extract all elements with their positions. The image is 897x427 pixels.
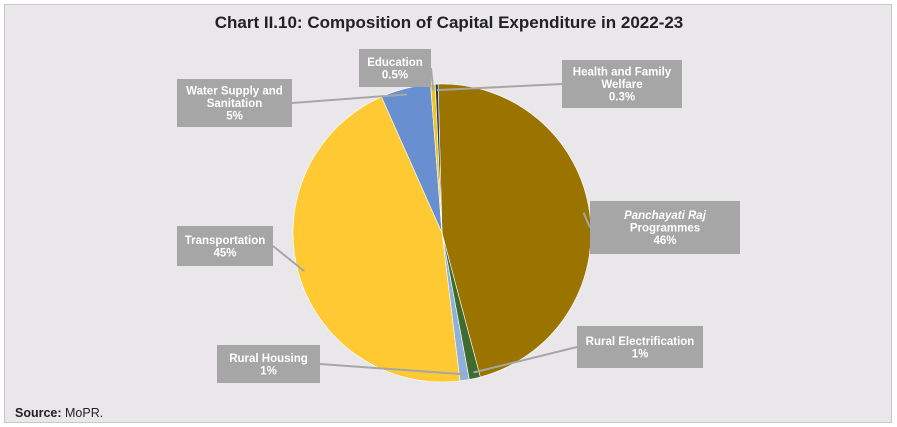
slice-value-label: 0.3% — [609, 92, 635, 104]
label-box-health-family-welfare — [562, 60, 682, 108]
slice-category-label: Welfare — [601, 79, 642, 91]
slice-value-label: 45% — [213, 247, 236, 259]
leader-line-transportation — [272, 245, 305, 272]
slice-transportation — [292, 96, 461, 383]
slice-health-family-welfare — [434, 83, 443, 234]
slice-category-label: Sanitation — [207, 98, 263, 110]
slice-value-label: 0.5% — [382, 69, 408, 81]
slice-category-label: Programmes — [630, 223, 700, 235]
label-box-water-supply — [177, 79, 292, 127]
slice-category-label: Health and Family — [573, 67, 672, 79]
leader-line-rural-electrification — [473, 346, 578, 374]
label-box-rural-housing — [217, 345, 320, 383]
leader-line-water-supply — [291, 93, 408, 104]
slice-category-label: Rural Electrification — [586, 336, 695, 348]
slice-panchayati-raj — [437, 83, 592, 378]
label-box-rural-electrification — [577, 326, 703, 368]
source-text: MoPR. — [61, 406, 104, 420]
chart-title: Chart II.10: Composition of Capital Expe… — [214, 13, 684, 32]
slice-category-label: Rural Housing — [229, 353, 308, 365]
slice-category-label: Water Supply and — [186, 86, 283, 98]
leader-line-health-family-welfare — [436, 83, 563, 92]
source-note: Source: MoPR. — [15, 406, 103, 420]
slice-value-label: 46% — [653, 235, 676, 247]
leader-line-panchayati-raj — [582, 212, 591, 228]
label-box-panchayati-raj — [590, 201, 740, 254]
slice-category-label: Transportation — [185, 235, 266, 247]
slice-value-label: 1% — [632, 348, 649, 360]
leader-line-education — [430, 67, 435, 91]
slice-category-label: Education — [367, 57, 423, 69]
leader-line-rural-housing — [319, 363, 464, 376]
slice-value-label: 1% — [260, 365, 277, 377]
label-box-transportation — [177, 226, 273, 266]
slice-category-label: Panchayati Raj — [624, 210, 707, 222]
label-box-education — [359, 49, 431, 87]
source-prefix: Source: — [15, 406, 62, 420]
chart-frame: Chart II.10: Composition of Capital Expe… — [4, 4, 892, 423]
slice-value-label: 5% — [226, 111, 243, 123]
